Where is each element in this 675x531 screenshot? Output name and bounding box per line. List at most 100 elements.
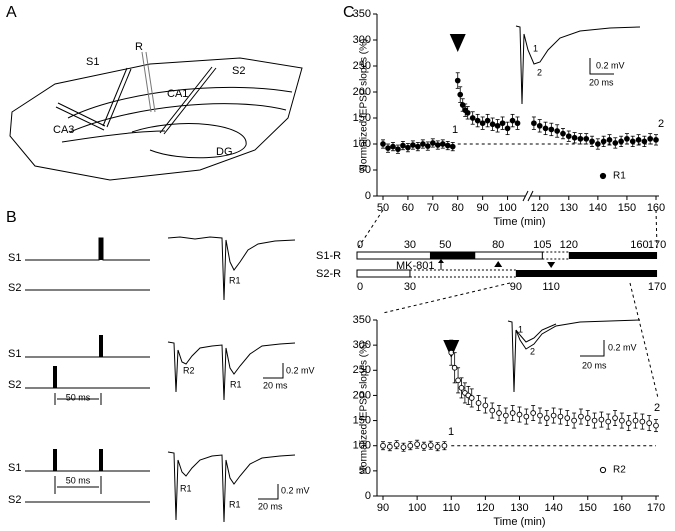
data-point — [612, 140, 619, 146]
data-point — [578, 413, 584, 420]
legend-marker — [599, 466, 607, 474]
data-point — [496, 410, 502, 416]
data-point — [489, 407, 496, 414]
data-point — [479, 120, 486, 127]
stim-label: S1 — [8, 462, 21, 474]
data-point — [434, 142, 441, 148]
data-point — [458, 385, 465, 391]
data-point — [598, 416, 605, 423]
stimulus-arrow — [449, 34, 466, 52]
data-point — [531, 120, 537, 127]
interval-label: 50 ms — [66, 475, 91, 485]
ca-layer — [69, 103, 287, 133]
stim-pulse — [53, 449, 57, 471]
electrode — [141, 51, 152, 113]
timeline-tick: 80 — [492, 239, 504, 251]
data-point — [605, 418, 612, 425]
data-point — [514, 120, 521, 127]
drug-segment — [429, 252, 476, 259]
response-trace — [167, 236, 296, 301]
stim-label: S2 — [8, 379, 21, 391]
response-label: R1 — [180, 483, 192, 493]
y-tick-label: 50 — [359, 465, 371, 477]
data-point — [647, 135, 654, 142]
data-point — [504, 125, 511, 132]
data-point — [625, 420, 632, 426]
connector — [655, 209, 658, 249]
x-tick-label: 120 — [531, 202, 549, 214]
drug-label: MK-801 — [396, 260, 435, 272]
data-point — [489, 121, 496, 128]
data-point — [565, 133, 572, 140]
data-point — [571, 134, 578, 141]
data-point — [407, 442, 414, 449]
x-tick-label: 80 — [452, 202, 464, 214]
data-point — [385, 145, 391, 152]
diagram-label: CA1 — [167, 88, 188, 100]
electrode — [163, 67, 217, 135]
inset-trace — [507, 319, 641, 393]
timeline-tick: 30 — [404, 281, 416, 293]
data-point — [494, 122, 501, 129]
data-point — [395, 146, 401, 153]
data-point — [405, 144, 411, 151]
data-point — [464, 109, 471, 116]
response-label: R1 — [229, 275, 241, 285]
data-point — [455, 377, 461, 384]
x-tick-label: 100 — [408, 502, 426, 514]
data-point — [484, 117, 491, 124]
legend-label: R1 — [613, 171, 626, 182]
scale-label: 0.2 mV — [286, 365, 315, 375]
axis-break — [527, 190, 534, 202]
data-point — [653, 136, 659, 143]
data-point — [516, 411, 523, 418]
data-point — [619, 417, 625, 424]
data-point — [499, 120, 506, 127]
data-point — [537, 412, 543, 419]
data-point — [543, 415, 550, 421]
data-point — [429, 140, 436, 146]
x-tick-label: 90 — [477, 202, 489, 214]
legend-label: R2 — [613, 465, 626, 476]
data-point — [420, 141, 426, 147]
data-point — [589, 138, 595, 145]
data-point — [530, 410, 537, 416]
axis-break — [522, 190, 529, 202]
data-point — [536, 122, 543, 129]
panel-label: B — [6, 209, 17, 226]
scale-label: 20 ms — [582, 360, 607, 370]
response-label: R2 — [183, 365, 195, 375]
data-point — [629, 138, 636, 145]
electrode — [55, 106, 105, 131]
data-point — [577, 135, 584, 142]
y-tick-label: 300 — [353, 34, 371, 46]
y-tick-label: 200 — [353, 86, 371, 98]
data-point — [583, 135, 590, 142]
electrode — [106, 68, 132, 128]
x-axis-label: Time (min) — [493, 216, 545, 228]
y-tick-label: 350 — [353, 314, 371, 326]
timeline-tick: 160 — [630, 239, 648, 251]
data-point — [386, 443, 393, 450]
interval-label: 50 ms — [66, 392, 91, 402]
data-point — [421, 443, 427, 450]
timeline-segment — [356, 269, 411, 278]
data-point — [564, 415, 571, 421]
diagram-label: S1 — [86, 56, 99, 68]
inset-label: 2 — [530, 346, 535, 356]
x-tick-label: 70 — [427, 202, 439, 214]
data-point — [632, 417, 639, 424]
stim-pulse — [99, 335, 103, 357]
data-point — [415, 143, 421, 150]
x-tick-label: 120 — [476, 502, 494, 514]
electrode — [145, 51, 156, 113]
connector — [629, 282, 659, 399]
point-annotation: 2 — [654, 402, 660, 414]
data-point — [503, 412, 509, 419]
timeline-tick: 120 — [560, 239, 578, 251]
data-point — [482, 402, 489, 409]
slice-diagram: R S1 S2 CA1 CA3 DG — [9, 41, 303, 181]
scale-label: 20 ms — [589, 77, 614, 87]
x-tick-label: 50 — [377, 202, 389, 214]
stim-label: S1 — [8, 252, 21, 264]
